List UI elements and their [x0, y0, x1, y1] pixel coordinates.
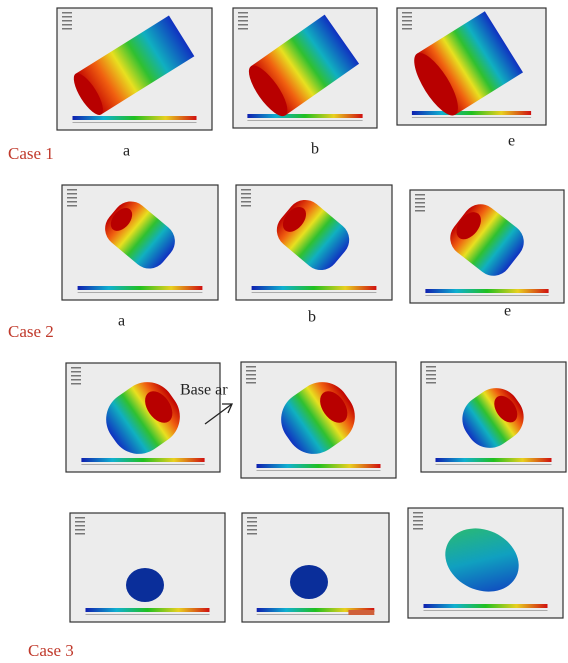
legend-text [426, 378, 436, 380]
legend-text [241, 205, 251, 207]
legend-text [75, 517, 85, 519]
colorbar [412, 111, 531, 115]
legend-text [67, 201, 77, 203]
legend-text [71, 383, 81, 385]
legend-text [246, 378, 256, 380]
legend-text [247, 525, 257, 527]
colorbar [78, 286, 203, 290]
colorbar-ticks [247, 120, 362, 121]
panel-label: b [311, 141, 319, 158]
colorbar [424, 604, 548, 608]
panel-label: a [118, 313, 125, 330]
legend-text [413, 528, 423, 530]
legend-text [415, 194, 425, 196]
legend-text [415, 206, 425, 208]
legend-text [426, 366, 436, 368]
colorbar [81, 458, 204, 462]
colorbar-ticks [257, 470, 381, 471]
legend-text [415, 198, 425, 200]
legend-text [238, 16, 248, 18]
colorbar-ticks [436, 464, 552, 465]
legend-text [413, 520, 423, 522]
legend-text [415, 210, 425, 212]
legend-text [238, 12, 248, 14]
legend-text [247, 533, 257, 535]
legend-text [62, 28, 72, 30]
colorbar-ticks [425, 295, 548, 296]
colorbar-ticks [78, 292, 203, 293]
legend-text [62, 12, 72, 14]
colorbar [86, 608, 210, 612]
legend-text [413, 512, 423, 514]
colorbar-ticks [252, 292, 377, 293]
legend-text [71, 379, 81, 381]
legend-text [247, 529, 257, 531]
legend-text [247, 517, 257, 519]
legend-text [246, 370, 256, 372]
highlight [348, 610, 374, 615]
panel-label: e [504, 303, 511, 320]
legend-text [67, 189, 77, 191]
legend-text [426, 370, 436, 372]
legend-text [413, 524, 423, 526]
colorbar [436, 458, 552, 462]
colorbar [252, 286, 377, 290]
case-label: Case 1 [8, 144, 54, 163]
panel-label: a [123, 143, 130, 160]
colorbar [247, 114, 362, 118]
legend-text [246, 366, 256, 368]
legend-text [413, 516, 423, 518]
legend-text [415, 202, 425, 204]
legend-text [62, 16, 72, 18]
figure: Case 1 Case 2 Case 3 a b e a b e Base ar [0, 0, 568, 663]
panel [70, 513, 225, 622]
legend-text [426, 382, 436, 384]
colorbar [425, 289, 548, 293]
legend-text [75, 525, 85, 527]
colorbar-ticks [412, 117, 531, 118]
legend-text [402, 12, 412, 14]
legend-text [71, 371, 81, 373]
legend-text [402, 28, 412, 30]
colorbar [257, 464, 381, 468]
legend-text [241, 189, 251, 191]
legend-text [241, 197, 251, 199]
legend-text [238, 20, 248, 22]
legend-text [402, 16, 412, 18]
colorbar-ticks [81, 464, 204, 465]
case-label: Case 2 [8, 322, 54, 341]
legend-text [402, 24, 412, 26]
case-label: Case 3 [28, 641, 74, 660]
colorbar [73, 116, 197, 120]
legend-text [67, 193, 77, 195]
colorbar-ticks [73, 122, 197, 123]
legend-text [426, 374, 436, 376]
colorbar-ticks [86, 614, 210, 615]
panel-label: b [308, 309, 316, 326]
legend-text [62, 24, 72, 26]
legend-text [67, 205, 77, 207]
legend-text [246, 374, 256, 376]
annotation: Base ar [180, 382, 228, 399]
legend-text [71, 367, 81, 369]
legend-text [75, 521, 85, 523]
legend-text [62, 20, 72, 22]
legend-text [67, 197, 77, 199]
legend-text [241, 193, 251, 195]
section [290, 565, 328, 599]
legend-text [402, 20, 412, 22]
legend-text [246, 382, 256, 384]
legend-text [238, 28, 248, 30]
section [126, 568, 164, 602]
panel-label: e [508, 133, 515, 150]
legend-text [241, 201, 251, 203]
legend-text [75, 529, 85, 531]
legend-text [75, 533, 85, 535]
legend-text [238, 24, 248, 26]
colorbar-ticks [424, 610, 548, 611]
legend-text [247, 521, 257, 523]
legend-text [71, 375, 81, 377]
